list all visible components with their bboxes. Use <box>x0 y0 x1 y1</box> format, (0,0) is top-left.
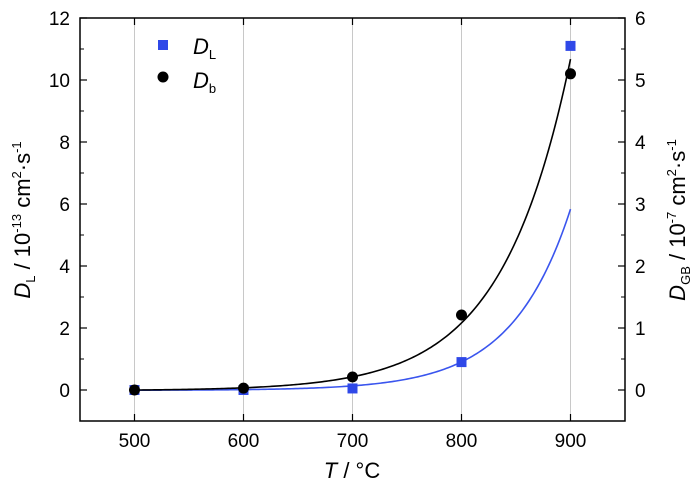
legend-label-db: Db <box>193 68 216 96</box>
x-tick-label-600: 600 <box>228 431 260 452</box>
y-right-tick-label-6: 6 <box>635 9 646 30</box>
y-axis-title-right: DGB / 10-7 cm2·s-1 <box>664 139 693 301</box>
x-tick-label-500: 500 <box>119 431 151 452</box>
y-left-tick-label-2: 2 <box>59 319 70 340</box>
y-right-tick-label-2: 2 <box>635 257 646 278</box>
marker-circle-600 <box>238 382 249 394</box>
x-tick-label-900: 900 <box>555 431 587 452</box>
marker-square-900 <box>565 40 576 51</box>
marker-circle-800 <box>456 309 467 321</box>
y-left-tick-label-0: 0 <box>59 381 70 402</box>
data-markers <box>129 40 576 396</box>
legend-marker-db <box>157 71 169 83</box>
y-left-tick-label-6: 6 <box>59 195 70 216</box>
x-tick-label-700: 700 <box>337 431 369 452</box>
legend-label-dl: DL <box>193 34 216 62</box>
marker-square-700 <box>347 383 358 394</box>
y-right-tick-label-1: 1 <box>635 319 646 340</box>
marker-circle-700 <box>347 371 358 383</box>
y-right-tick-label-4: 4 <box>635 133 646 154</box>
y-right-tick-label-5: 5 <box>635 71 646 92</box>
y-left-tick-label-4: 4 <box>59 257 70 278</box>
legend: DL Db <box>157 34 216 96</box>
y-right-tick-label-3: 3 <box>635 195 646 216</box>
x-tick-label-800: 800 <box>446 431 478 452</box>
y-left-tick-label-12: 12 <box>49 9 70 30</box>
marker-square-800 <box>456 357 467 368</box>
y-axis-title-left: DL / 10-13 cm2·s-1 <box>9 141 38 298</box>
grid-lines <box>134 18 571 421</box>
axis-ticks <box>80 17 625 422</box>
x-axis-title: T / °C <box>324 458 381 483</box>
legend-marker-dl <box>158 40 168 50</box>
y-left-tick-label-8: 8 <box>59 133 70 154</box>
marker-circle-900 <box>565 68 576 80</box>
marker-circle-500 <box>129 384 140 396</box>
y-right-tick-label-0: 0 <box>635 381 646 402</box>
y-left-tick-label-10: 10 <box>49 71 70 92</box>
